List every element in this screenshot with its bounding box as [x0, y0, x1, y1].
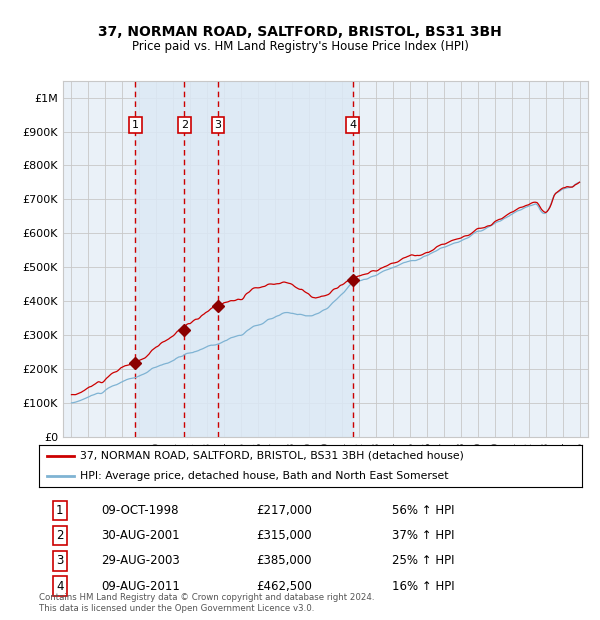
- Text: 2: 2: [181, 120, 188, 130]
- Text: £385,000: £385,000: [256, 554, 312, 567]
- Text: £217,000: £217,000: [256, 504, 312, 517]
- Text: 16% ↑ HPI: 16% ↑ HPI: [392, 580, 455, 593]
- Text: 4: 4: [349, 120, 356, 130]
- Text: 09-AUG-2011: 09-AUG-2011: [101, 580, 181, 593]
- Text: £462,500: £462,500: [256, 580, 312, 593]
- Text: 3: 3: [56, 554, 64, 567]
- Text: 37% ↑ HPI: 37% ↑ HPI: [392, 529, 454, 542]
- Text: Price paid vs. HM Land Registry's House Price Index (HPI): Price paid vs. HM Land Registry's House …: [131, 40, 469, 53]
- Text: 2: 2: [56, 529, 64, 542]
- Text: 1: 1: [56, 504, 64, 517]
- Text: 30-AUG-2001: 30-AUG-2001: [101, 529, 180, 542]
- Text: 09-OCT-1998: 09-OCT-1998: [101, 504, 179, 517]
- Text: 25% ↑ HPI: 25% ↑ HPI: [392, 554, 454, 567]
- Text: 1: 1: [132, 120, 139, 130]
- Text: 56% ↑ HPI: 56% ↑ HPI: [392, 504, 454, 517]
- Text: £315,000: £315,000: [256, 529, 312, 542]
- Text: 37, NORMAN ROAD, SALTFORD, BRISTOL, BS31 3BH: 37, NORMAN ROAD, SALTFORD, BRISTOL, BS31…: [98, 25, 502, 39]
- Text: 3: 3: [215, 120, 221, 130]
- Text: 4: 4: [56, 580, 64, 593]
- Text: 29-AUG-2003: 29-AUG-2003: [101, 554, 180, 567]
- Text: Contains HM Land Registry data © Crown copyright and database right 2024.
This d: Contains HM Land Registry data © Crown c…: [39, 593, 374, 613]
- Text: HPI: Average price, detached house, Bath and North East Somerset: HPI: Average price, detached house, Bath…: [80, 471, 448, 481]
- Text: 37, NORMAN ROAD, SALTFORD, BRISTOL, BS31 3BH (detached house): 37, NORMAN ROAD, SALTFORD, BRISTOL, BS31…: [80, 451, 464, 461]
- Bar: [136, 81, 353, 437]
